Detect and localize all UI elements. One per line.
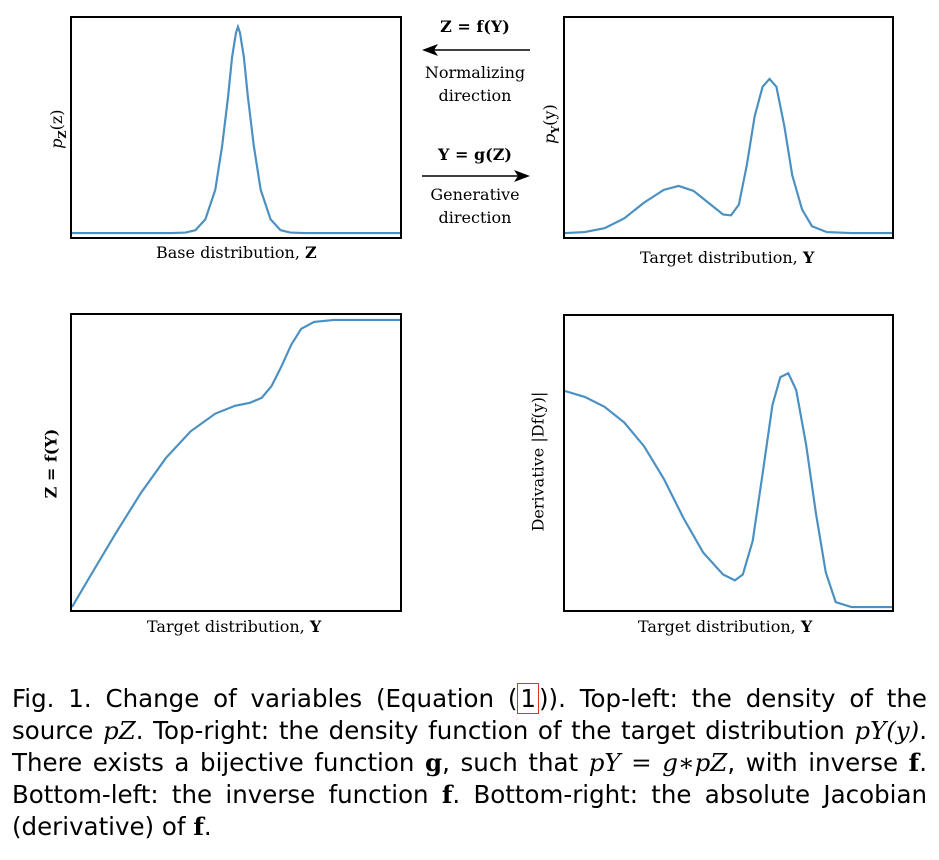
derivative-curve xyxy=(565,371,892,609)
top-left-ylabel: pZ(z) xyxy=(46,109,70,149)
generative-label-1: Generative xyxy=(430,185,520,204)
generative-formula: Y = g(Z) xyxy=(438,145,512,164)
panel-base-density xyxy=(70,16,402,239)
normalizing-formula: Z = f(Y) xyxy=(440,17,510,36)
bottom-right-ylabel: Derivative |Df(y)| xyxy=(528,391,548,532)
inverse-function-plot xyxy=(72,318,400,608)
normalizing-label-1: Normalizing xyxy=(424,63,526,82)
panel-inverse-function xyxy=(70,313,402,612)
bottom-left-xlabel: Target distribution, Y xyxy=(147,617,322,636)
base-density-plot xyxy=(72,23,400,235)
bottom-left-ylabel: Z = f(Y) xyxy=(41,428,61,499)
bottom-right-xlabel: Target distribution, Y xyxy=(638,617,813,636)
top-right-ylabel: pY(y) xyxy=(539,104,563,144)
target-density-curve xyxy=(565,77,892,235)
panel-target-density xyxy=(563,16,894,239)
top-right-xlabel: Target distribution, Y xyxy=(640,248,815,267)
inverse-function-curve xyxy=(72,318,400,608)
normalizing-arrow-icon xyxy=(422,44,530,56)
base-density-curve xyxy=(72,23,400,235)
panel-derivative xyxy=(563,314,894,612)
figure-caption: Fig. 1. Change of variables (Equation (1… xyxy=(12,683,928,841)
equation-ref-link[interactable]: 1 xyxy=(517,683,539,714)
normalizing-label-2: direction xyxy=(438,86,512,105)
top-left-xlabel: Base distribution, Z xyxy=(156,243,317,262)
derivative-plot xyxy=(565,371,892,609)
generative-arrow-icon xyxy=(422,170,530,182)
target-density-plot xyxy=(565,77,892,235)
generative-label-2: direction xyxy=(438,208,512,227)
